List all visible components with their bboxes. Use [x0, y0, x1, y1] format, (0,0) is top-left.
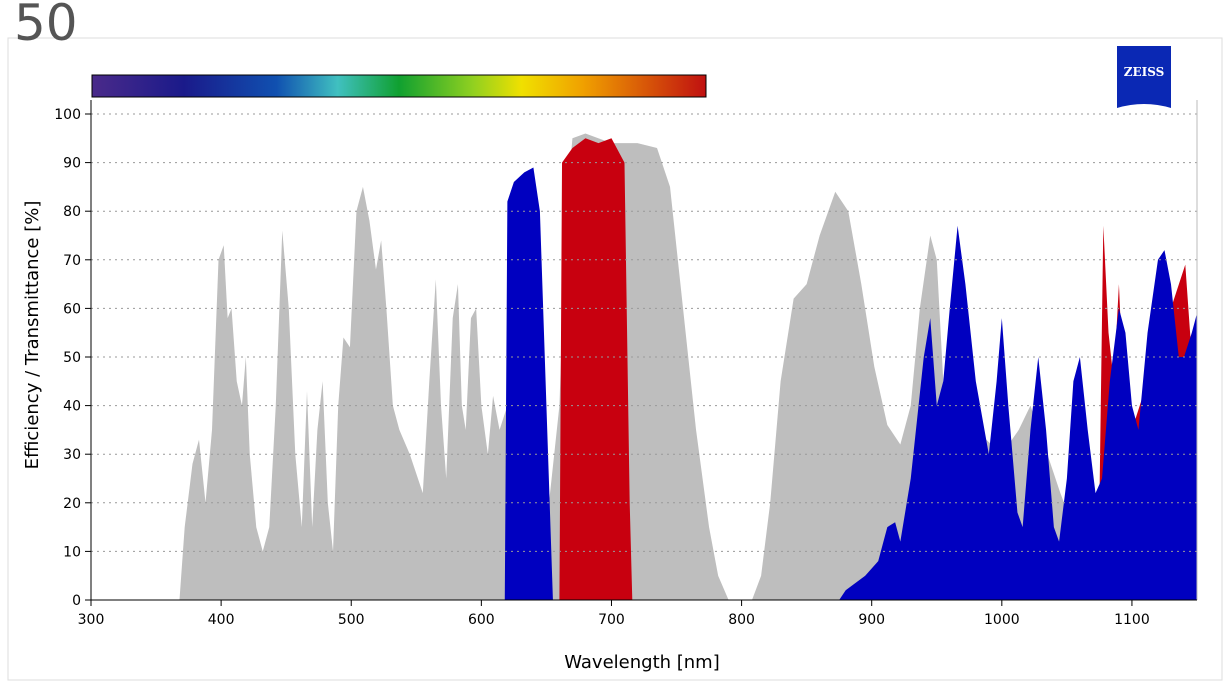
- x-tick-label: 1100: [1114, 612, 1150, 628]
- x-tick-label: 1000: [984, 612, 1020, 628]
- page-number: 50: [14, 0, 78, 52]
- x-tick-label: 900: [858, 612, 885, 628]
- y-tick-label: 20: [63, 496, 81, 512]
- area: [504, 167, 1197, 600]
- x-tick-label: 700: [598, 612, 625, 628]
- y-tick-label: 100: [54, 107, 81, 123]
- x-tick-label: 800: [728, 612, 755, 628]
- plot: 0 10 20 30 40 50 60 70 80 90 100 300 400 500 600 700 800…: [54, 100, 1198, 628]
- y-axis-label: Efficiency / Transmittance [%]: [22, 201, 43, 470]
- x-tick-label: 500: [338, 612, 365, 628]
- y-tick-label: 90: [63, 156, 81, 172]
- y-tick-label: 70: [63, 253, 81, 269]
- y-tick-label: 80: [63, 204, 81, 220]
- y-tick-label: 50: [63, 350, 81, 366]
- x-axis-label: Wavelength [nm]: [564, 652, 720, 673]
- y-tick-label: 0: [72, 593, 81, 609]
- y-tick-label: 60: [63, 301, 81, 317]
- logo-text: ZEISS: [1124, 65, 1165, 79]
- y-tick-label: 40: [63, 399, 81, 415]
- spectrum-bar: [91, 74, 707, 98]
- y-tick-label: 30: [63, 447, 81, 463]
- logo: [1117, 46, 1171, 108]
- x-tick-label: 400: [208, 612, 235, 628]
- x-tick-label: 300: [78, 612, 105, 628]
- x-tick-label: 600: [468, 612, 495, 628]
- y-tick-label: 10: [63, 544, 81, 560]
